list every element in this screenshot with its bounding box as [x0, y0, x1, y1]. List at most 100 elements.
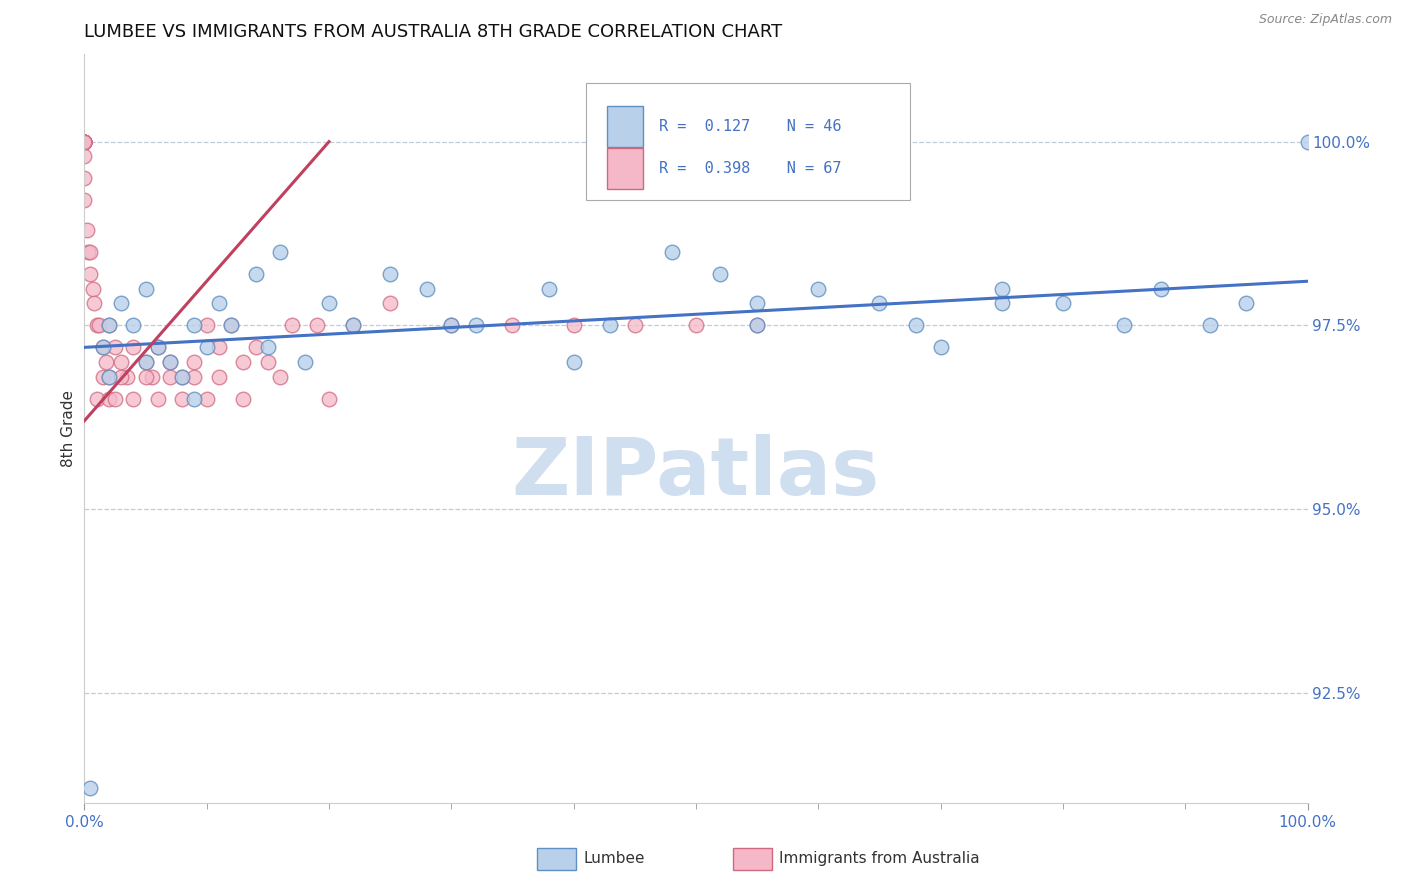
Point	[380, 267, 402, 281]
Text: Immigrants from Australia: Immigrants from Australia	[779, 852, 980, 866]
Text: R =  0.398    N = 67: R = 0.398 N = 67	[659, 161, 842, 176]
Point	[747, 318, 769, 333]
Text: Lumbee: Lumbee	[583, 852, 645, 866]
Point	[73, 135, 96, 149]
Point	[318, 392, 340, 406]
Point	[73, 135, 96, 149]
Point	[232, 392, 254, 406]
Point	[159, 355, 181, 369]
Point	[104, 340, 127, 354]
FancyBboxPatch shape	[606, 147, 644, 189]
Point	[91, 340, 114, 354]
Point	[208, 340, 231, 354]
Point	[159, 369, 181, 384]
Point	[83, 296, 105, 310]
FancyBboxPatch shape	[586, 84, 910, 200]
Point	[502, 318, 524, 333]
Point	[115, 369, 138, 384]
Point	[73, 135, 96, 149]
Point	[172, 369, 194, 384]
Point	[73, 135, 96, 149]
Point	[869, 296, 891, 310]
Point	[82, 282, 104, 296]
FancyBboxPatch shape	[537, 847, 576, 871]
Point	[183, 369, 205, 384]
Point	[104, 392, 127, 406]
Point	[79, 781, 101, 796]
Point	[1052, 296, 1074, 310]
Point	[73, 135, 96, 149]
Point	[709, 267, 731, 281]
Point	[86, 869, 108, 883]
Point	[159, 355, 181, 369]
Point	[1198, 318, 1220, 333]
Point	[110, 369, 132, 384]
Point	[86, 318, 108, 333]
Point	[97, 369, 120, 384]
Point	[685, 318, 707, 333]
Point	[538, 282, 561, 296]
Point	[135, 355, 157, 369]
Point	[110, 355, 132, 369]
Point	[208, 369, 231, 384]
Point	[135, 282, 157, 296]
Point	[183, 318, 205, 333]
Point	[294, 355, 316, 369]
Point	[91, 369, 114, 384]
Point	[87, 318, 110, 333]
Point	[219, 318, 242, 333]
Point	[73, 135, 96, 149]
Point	[73, 135, 96, 149]
Point	[440, 318, 463, 333]
Point	[747, 318, 769, 333]
Point	[1236, 296, 1258, 310]
Point	[562, 318, 585, 333]
Point	[464, 318, 486, 333]
Point	[380, 296, 402, 310]
Point	[1150, 282, 1173, 296]
Point	[1296, 135, 1319, 149]
Point	[122, 340, 145, 354]
Point	[208, 296, 231, 310]
Point	[416, 282, 439, 296]
Point	[86, 392, 108, 406]
Point	[661, 244, 683, 259]
Point	[1114, 318, 1136, 333]
Point	[195, 392, 218, 406]
Point	[146, 340, 169, 354]
Point	[905, 318, 928, 333]
Point	[599, 318, 621, 333]
Point	[172, 392, 194, 406]
Point	[318, 296, 340, 310]
Point	[257, 340, 280, 354]
Point	[97, 392, 120, 406]
Point	[342, 318, 364, 333]
Point	[281, 318, 304, 333]
Text: R =  0.127    N = 46: R = 0.127 N = 46	[659, 119, 842, 134]
Point	[562, 355, 585, 369]
Point	[172, 369, 194, 384]
Point	[77, 244, 100, 259]
Point	[305, 318, 328, 333]
Point	[183, 392, 205, 406]
Point	[122, 318, 145, 333]
Point	[135, 355, 157, 369]
Point	[73, 194, 96, 208]
Point	[110, 296, 132, 310]
Point	[91, 340, 114, 354]
Point	[624, 318, 647, 333]
Point	[73, 149, 96, 163]
Point	[76, 223, 98, 237]
Point	[245, 267, 267, 281]
Point	[73, 171, 96, 186]
Point	[342, 318, 364, 333]
Y-axis label: 8th Grade: 8th Grade	[60, 390, 76, 467]
Point	[73, 135, 96, 149]
Point	[146, 392, 169, 406]
Point	[97, 369, 120, 384]
Point	[79, 244, 101, 259]
Point	[195, 340, 218, 354]
Point	[269, 369, 291, 384]
Point	[183, 355, 205, 369]
Point	[269, 244, 291, 259]
